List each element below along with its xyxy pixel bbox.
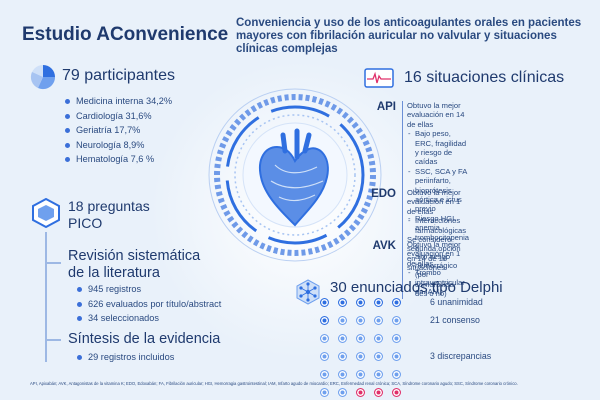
delphi-dot-consensus [374,334,383,343]
list-item: 29 registros incluidos [76,350,174,365]
agent-note: Se consideró segunda opción en 14 de 16 [407,235,461,263]
agent-label: EDO [371,188,396,200]
connector-synthesis [45,339,61,341]
pico-heading: 18 preguntas PICO [68,198,150,232]
heart-illustration [205,85,385,265]
delphi-dot-unanimity [320,316,329,325]
delphi-dot-discrepancy [374,388,383,397]
network-icon [295,279,321,305]
hexagon-icon [32,197,60,229]
delphi-dot-unanimity [374,298,383,307]
delphi-dot-consensus [392,370,401,379]
agent-label: AVK [372,240,396,252]
pie-chart-icon [30,64,56,90]
pico-heading-line2: PICO [68,215,103,231]
delphi-dot-consensus [338,388,347,397]
delphi-dot-consensus [320,352,329,361]
review-list: 945 registros 626 evaluados por título/a… [76,282,221,326]
review-heading: Revisión sistemática de la literatura [68,248,200,282]
consensus-label: 21 consenso [430,315,480,325]
delphi-dot-consensus [356,352,365,361]
agent-summary: Obtuvo la mejor evaluación en 1 de ellas [407,240,461,268]
page-subtitle: Conveniencia y uso de los anticoagulante… [236,17,582,55]
agent-summary: Obtuvo la mejor evaluación en 14 de ella… [407,101,465,129]
review-heading-line1: Revisión sistemática [68,248,201,264]
delphi-dot-consensus [338,316,347,325]
synthesis-list: 29 registros incluidos [76,350,174,365]
list-item: Cardiología 31,6% [64,109,172,124]
situation-item: Trombo intraventricular en IAM [407,268,465,296]
page-title: Estudio AConvenience [22,24,229,45]
delphi-dot-discrepancy [392,388,401,397]
delphi-dot-unanimity [320,298,329,307]
discrepancy-label: 3 discrepancias [430,351,492,361]
agent-label: API [376,101,396,113]
delphi-dot-consensus [392,352,401,361]
delphi-dot-consensus [320,334,329,343]
list-item: 945 registros [76,282,221,297]
situation-item: Bajo peso, ERC, fragilidad y riesgo de c… [407,129,469,167]
delphi-dot-discrepancy [356,388,365,397]
delphi-dot-consensus [338,352,347,361]
list-item: 626 evaluados por título/abstract [76,297,221,312]
situation-item: SSC, SCA y FA periinfarto, bioprótesis a… [407,167,469,214]
pico-heading-line1: 18 preguntas [68,198,150,214]
list-item: Neurología 8,9% [64,138,172,153]
delphi-dot-unanimity [338,298,347,307]
delphi-dot-consensus [338,370,347,379]
agent-details: Obtuvo la mejor evaluación en 1 de ellas… [402,240,465,297]
delphi-dot-consensus [356,316,365,325]
situations-heading: 16 situaciones clínicas [404,69,565,86]
unanimity-label: 6 unanimidad [430,297,483,307]
list-item: Geriatría 17,7% [64,123,172,138]
delphi-dot-consensus [320,370,329,379]
delphi-dot-consensus [374,352,383,361]
ecg-monitor-icon [364,68,394,88]
delphi-dot-consensus [338,334,347,343]
participants-list: Medicina interna 34,2% Cardiología 31,6%… [64,94,172,167]
situation-item: Interacciones farmacológicas [407,216,466,235]
list-item: Medicina interna 34,2% [64,94,172,109]
delphi-heading: 30 enunciados tipo Delphi [330,279,503,296]
delphi-dot-consensus [320,388,329,397]
participants-heading: 79 participantes [62,67,175,84]
delphi-dot-unanimity [392,298,401,307]
delphi-dot-consensus [374,316,383,325]
connector-review [45,262,61,264]
pico-connector [45,232,47,362]
synthesis-heading: Síntesis de la evidencia [68,331,221,347]
delphi-dot-consensus [374,370,383,379]
review-heading-line2: de la literatura [68,265,160,281]
list-item: 34 seleccionados [76,311,221,326]
delphi-dot-consensus [356,334,365,343]
delphi-dot-consensus [392,316,401,325]
delphi-dot-consensus [356,370,365,379]
list-item: Hematología 7,6 % [64,152,172,167]
footnote: API, Apixabán; AVK, Antagonistas de la v… [30,381,518,386]
delphi-dot-consensus [392,334,401,343]
delphi-dot-unanimity [356,298,365,307]
agent-summary: Obtuvo la mejor evaluación en 1 de ellas [407,188,461,216]
